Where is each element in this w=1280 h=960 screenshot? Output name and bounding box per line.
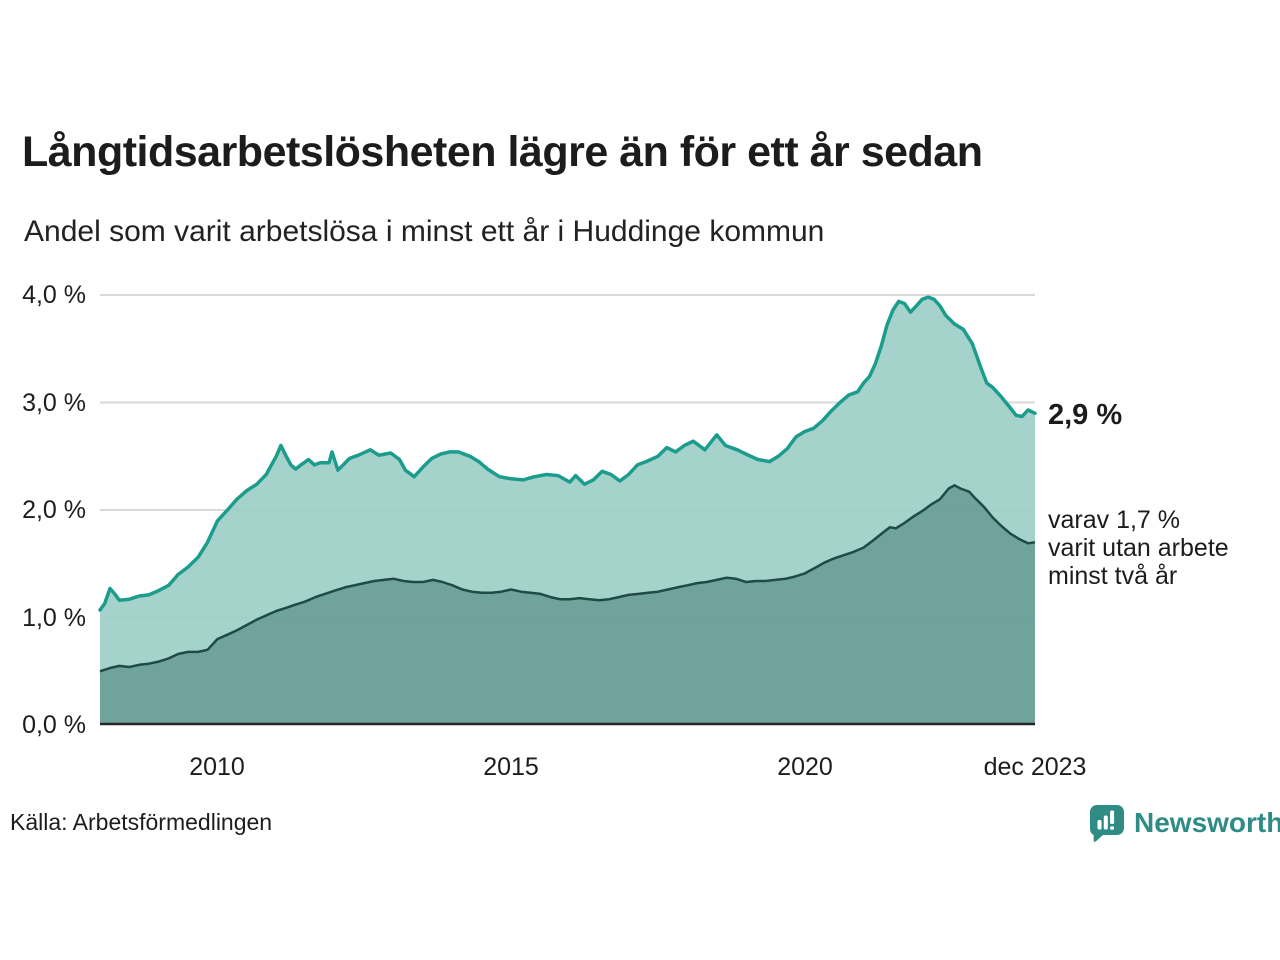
annotation-two-years: varav 1,7 % varit utan arbete minst två … [1048, 506, 1229, 590]
x-axis-tick-label: 2015 [483, 753, 539, 781]
newsworthy-logo: Newsworthy [1086, 803, 1280, 843]
page-title: Långtidsarbetslösheten lägre än för ett … [22, 128, 983, 176]
series-area-two-years [100, 485, 1035, 725]
x-axis-tick-label: 2020 [777, 753, 833, 781]
page-subtitle: Andel som varit arbetslösa i minst ett å… [24, 215, 825, 248]
series-line-two-years [99, 484, 1036, 673]
source-note: Källa: Arbetsförmedlingen [10, 809, 273, 835]
y-axis-tick-label: 1,0 % [22, 603, 86, 632]
exclamation-dot [1110, 826, 1115, 830]
y-axis-tick-label: 4,0 % [22, 281, 86, 309]
bar-tall-exclamation [1110, 810, 1115, 824]
newsworthy-logo-text: Newsworthy [1134, 807, 1280, 838]
bar-short [1097, 820, 1102, 830]
bar-medium [1103, 815, 1108, 830]
series-line-long-term [98, 295, 1037, 612]
annotation-two-years-line1: varav 1,7 % [1048, 506, 1181, 534]
annotation-latest-value: 2,9 % [1048, 399, 1123, 431]
annotation-two-years-line3: minst två år [1048, 562, 1178, 590]
y-axis-tick-label: 3,0 % [22, 388, 86, 417]
y-axis-tick-label: 2,0 % [22, 496, 86, 524]
y-axis-tick-label: 0,0 % [22, 711, 86, 739]
annotation-two-years-line2: varit utan arbete [1048, 534, 1229, 562]
x-axis-tick-label: dec 2023 [983, 753, 1087, 781]
newsworthy-logo-icon [1090, 805, 1124, 842]
x-axis-tick-label: 2010 [189, 753, 245, 781]
